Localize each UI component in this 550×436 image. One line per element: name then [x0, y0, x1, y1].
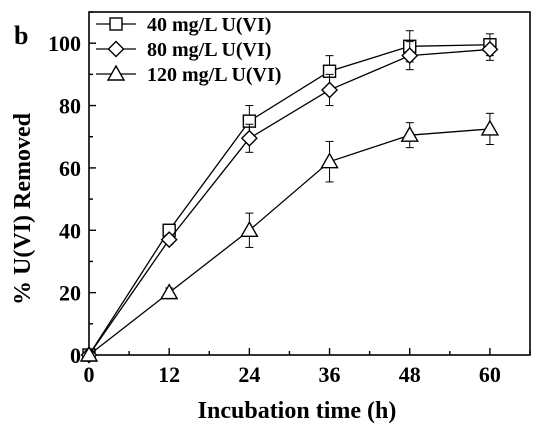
data-point: [320, 152, 339, 169]
series-diamond: [80, 38, 499, 364]
x-tick-label: 0: [84, 362, 95, 387]
series-line: [88, 128, 490, 356]
plot-axes: [88, 11, 531, 356]
x-axis-ticks: 0 12 24 36 48 60: [84, 348, 531, 387]
series-triangle: [79, 112, 500, 362]
data-point: [481, 40, 499, 58]
legend-marker: [107, 40, 125, 58]
data-series: [79, 30, 500, 364]
x-tick-label: 12: [158, 362, 180, 387]
legend-marker: [106, 64, 126, 81]
y-axis-ticks: 0 20 40 60 80 100: [48, 11, 96, 368]
legend-label: 80 mg/L U(VI): [147, 39, 271, 61]
data-point: [480, 119, 500, 136]
data-point: [240, 220, 259, 237]
legend-label: 120 mg/L U(VI): [147, 64, 281, 86]
data-point: [159, 283, 179, 300]
legend: 40 mg/L U(VI) 80 mg/L U(VI) 120 mg/L U(VI): [96, 14, 281, 86]
series-line: [88, 44, 490, 356]
y-tick-label: 60: [59, 156, 81, 181]
data-point: [79, 345, 99, 362]
y-axis-label: % U(VI) Removed: [10, 112, 36, 305]
legend-marker: [109, 17, 123, 31]
x-tick-label: 24: [238, 362, 260, 387]
y-tick-label: 40: [59, 218, 81, 243]
data-point: [401, 47, 419, 65]
y-tick-label: 80: [59, 94, 81, 119]
x-tick-label: 60: [479, 362, 501, 387]
plot-frame: [88, 11, 531, 356]
data-point: [240, 129, 258, 147]
y-tick-label: 0: [70, 343, 81, 368]
y-tick-label: 20: [59, 281, 81, 306]
data-point: [321, 81, 339, 99]
legend-label: 40 mg/L U(VI): [147, 14, 271, 36]
x-axis-label: Incubation time (h): [198, 398, 397, 424]
x-tick-label: 36: [319, 362, 341, 387]
data-point: [160, 231, 178, 249]
y-tick-label: 100: [48, 31, 81, 56]
series-line: [88, 48, 490, 356]
x-tick-label: 48: [399, 362, 421, 387]
data-point: [400, 125, 419, 142]
panel-label: b: [14, 21, 28, 50]
